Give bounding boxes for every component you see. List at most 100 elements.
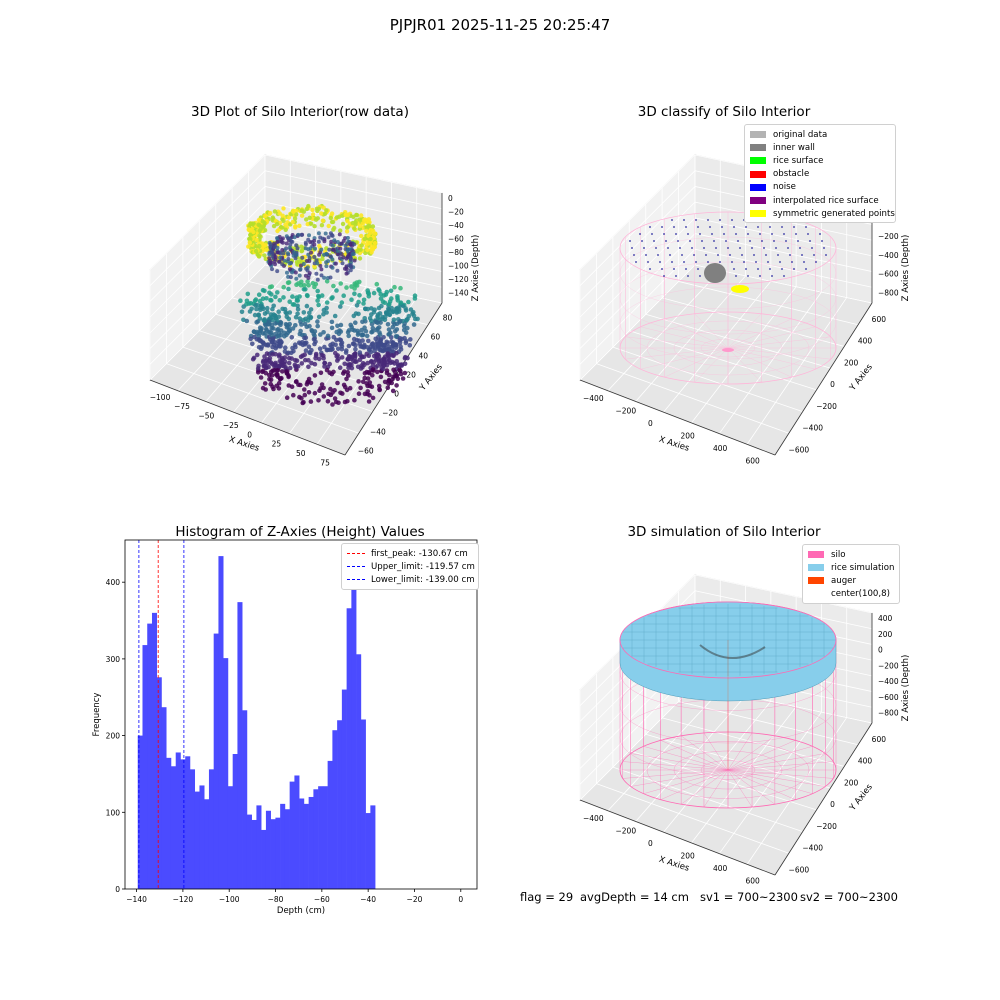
data-point [307,271,312,276]
data-point [386,327,392,332]
x-axis-line [579,379,776,456]
noise-point [781,226,783,228]
data-point [264,296,269,301]
x-tick-label: −200 [616,827,637,836]
histogram-bar [208,769,214,889]
scatter-points [238,203,420,407]
data-point [335,323,340,329]
data-point [302,321,308,327]
data-point [339,241,344,246]
data-point [319,382,325,387]
data-point [339,355,345,360]
x-tick-label: −120 [173,895,194,904]
data-point [270,254,275,259]
data-point [244,318,250,324]
data-point [307,310,312,316]
data-point [369,312,374,317]
data-point [348,268,353,273]
data-point [322,344,327,350]
data-point [302,340,308,346]
data-point [306,358,311,363]
data-point [342,369,347,374]
data-point [368,349,374,355]
noise-point [697,226,699,228]
data-point [302,283,307,288]
data-point [290,219,295,225]
data-point [326,235,331,240]
noise-point [699,233,701,235]
data-point [301,310,307,315]
data-point [324,367,330,373]
data-point [318,263,323,268]
data-point [338,390,343,396]
data-point [302,335,307,341]
data-point [335,380,340,386]
x-tick-label: 400 [713,444,728,453]
floor-grid [635,275,746,402]
data-point [269,326,274,331]
data-point [366,241,372,246]
data-point [358,385,363,391]
data-point [392,329,398,334]
data-point [345,247,350,252]
noise-point [633,254,635,256]
data-point [290,326,296,331]
floor-grid [746,717,848,865]
data-point [406,299,411,305]
data-point [319,273,324,278]
floor-grid [691,706,797,844]
y-tick-label: 400 [106,578,121,587]
y-tick-label: 0 [830,800,835,809]
data-point [376,383,382,389]
histogram-bar [166,757,172,889]
data-point [359,233,364,239]
data-point [313,246,317,251]
legend-item: symmetric generated points [750,207,895,220]
data-point [398,347,404,352]
data-point [286,327,292,333]
y-tick-label: −200 [816,822,837,831]
data-point [305,221,310,227]
data-point [321,330,326,335]
data-point [331,283,336,289]
noise-point [777,254,779,256]
legend-label: Upper_limit: -119.57 cm [371,561,475,572]
data-point [346,239,351,244]
histogram-bar [232,754,238,889]
data-point [299,232,304,237]
data-point [270,352,275,357]
data-point [326,391,331,397]
histogram-bar [270,819,276,889]
data-point [264,342,269,348]
data-point [357,293,362,298]
data-point [384,310,389,316]
data-point [315,261,320,266]
noise-point [713,240,715,242]
data-point [324,347,330,353]
noise-point [693,254,695,256]
noise-point [735,233,737,235]
data-point [286,350,291,356]
noise-point [733,268,735,270]
data-point [298,354,304,360]
data-point [321,356,326,361]
silo-wall-ring [619,236,837,310]
data-point [293,323,298,328]
data-point [377,332,383,337]
data-point [368,236,373,242]
silo-floor-ring [646,320,810,376]
data-point [283,227,288,232]
data-point [362,362,367,367]
data-point [351,341,357,346]
data-point [306,390,312,395]
histogram-bar [147,623,153,889]
panel-1-title: 3D Plot of Silo Interior(row data) [191,104,409,120]
data-point [285,280,291,286]
data-point [365,376,371,381]
data-point [295,246,300,251]
data-point [312,224,317,229]
noise-point [731,219,733,221]
data-point [329,325,335,331]
data-point [377,288,382,294]
data-point [338,341,344,347]
